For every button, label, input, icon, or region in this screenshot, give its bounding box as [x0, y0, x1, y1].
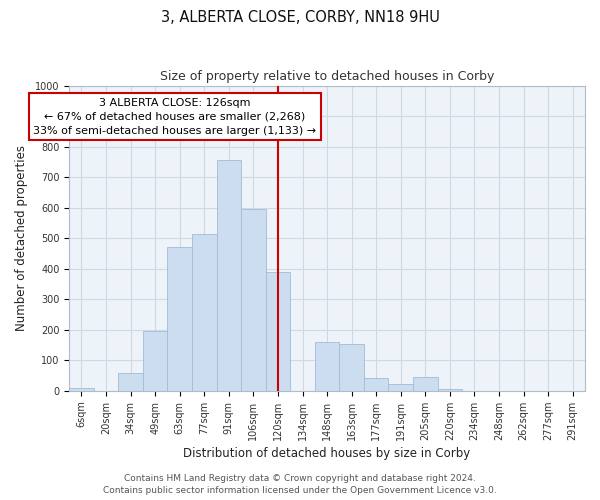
Title: Size of property relative to detached houses in Corby: Size of property relative to detached ho…: [160, 70, 494, 83]
Bar: [266, 272, 290, 391]
Bar: [388, 384, 413, 391]
Bar: [217, 160, 241, 391]
Bar: [413, 377, 437, 391]
Bar: [192, 234, 217, 391]
Text: 3 ALBERTA CLOSE: 126sqm
← 67% of detached houses are smaller (2,268)
33% of semi: 3 ALBERTA CLOSE: 126sqm ← 67% of detache…: [33, 98, 316, 136]
Bar: [437, 390, 462, 391]
Y-axis label: Number of detached properties: Number of detached properties: [15, 145, 28, 331]
Text: 3, ALBERTA CLOSE, CORBY, NN18 9HU: 3, ALBERTA CLOSE, CORBY, NN18 9HU: [161, 10, 439, 25]
Bar: [315, 342, 340, 391]
Bar: [241, 209, 266, 391]
Bar: [143, 332, 167, 391]
Bar: [69, 388, 94, 391]
Bar: [340, 344, 364, 391]
Bar: [118, 372, 143, 391]
Text: Contains HM Land Registry data © Crown copyright and database right 2024.
Contai: Contains HM Land Registry data © Crown c…: [103, 474, 497, 495]
Bar: [364, 378, 388, 391]
X-axis label: Distribution of detached houses by size in Corby: Distribution of detached houses by size …: [184, 447, 471, 460]
Bar: [167, 248, 192, 391]
